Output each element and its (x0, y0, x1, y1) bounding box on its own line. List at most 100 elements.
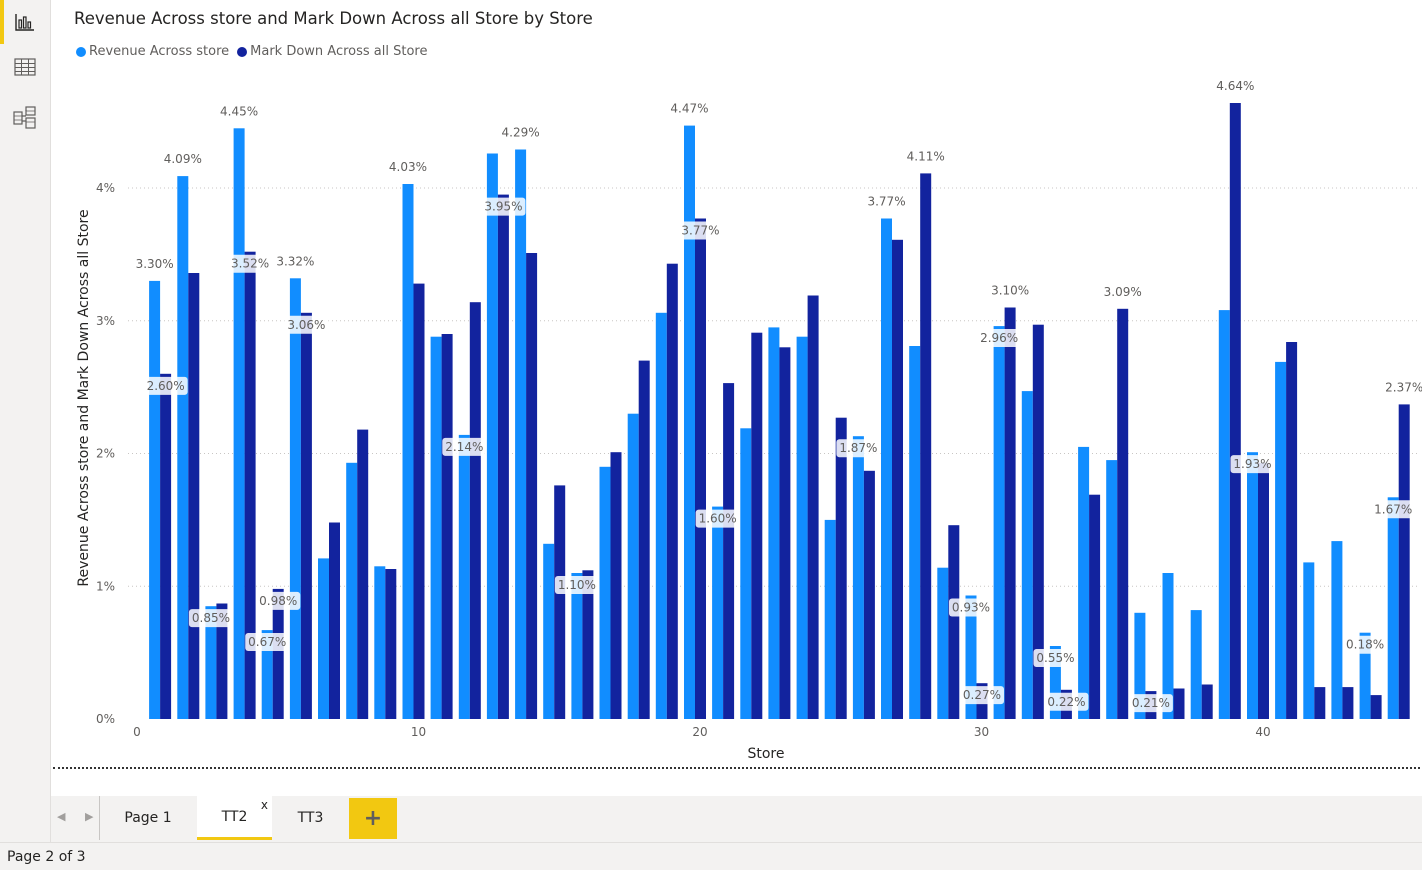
bar-revenue[interactable] (937, 567, 949, 719)
bar-markdown[interactable] (1398, 404, 1410, 719)
bar-revenue[interactable] (318, 558, 329, 719)
bar-revenue[interactable] (1247, 452, 1258, 719)
bar-markdown[interactable] (751, 332, 763, 719)
bar-revenue[interactable] (486, 153, 498, 720)
bar-revenue[interactable] (149, 280, 161, 719)
bar-markdown[interactable] (497, 194, 509, 720)
bar-markdown[interactable] (610, 452, 622, 719)
bar-revenue[interactable] (1303, 562, 1315, 719)
bar-markdown[interactable] (554, 485, 566, 719)
bar-markdown[interactable] (357, 429, 369, 719)
bar-revenue[interactable] (1049, 646, 1061, 719)
bar-revenue[interactable] (965, 595, 977, 720)
bar-revenue[interactable] (684, 125, 695, 720)
legend-item-revenue[interactable]: Revenue Across store (76, 44, 229, 59)
bar-revenue[interactable] (346, 462, 358, 719)
bar-markdown[interactable] (1004, 307, 1016, 720)
bar-revenue[interactable] (1134, 612, 1146, 719)
bar-revenue[interactable] (1106, 460, 1118, 719)
bar-revenue[interactable] (909, 346, 921, 719)
bar-revenue[interactable] (177, 176, 189, 720)
bar-revenue[interactable] (402, 184, 414, 719)
bar-revenue[interactable] (768, 327, 780, 719)
bar-revenue[interactable] (824, 519, 836, 719)
prev-page-arrow-icon[interactable]: ◀ (57, 810, 66, 823)
bar-revenue[interactable] (233, 128, 245, 720)
bar-revenue[interactable] (740, 428, 752, 719)
bar-revenue[interactable] (289, 278, 301, 719)
bar-markdown[interactable] (1229, 103, 1241, 719)
bar-markdown[interactable] (188, 273, 200, 719)
bar-markdown[interactable] (300, 312, 312, 719)
tab-tt2[interactable]: TT2 x (197, 796, 272, 840)
bar-revenue[interactable] (993, 326, 1005, 719)
bar-markdown[interactable] (469, 302, 481, 719)
bar-revenue[interactable] (627, 413, 639, 719)
bar-revenue[interactable] (571, 573, 583, 719)
bar-revenue[interactable] (1021, 391, 1033, 719)
bar-markdown[interactable] (1032, 324, 1044, 719)
bar-markdown[interactable] (216, 603, 228, 720)
bar-markdown[interactable] (695, 218, 706, 720)
bar-revenue[interactable] (655, 312, 667, 719)
bar-markdown[interactable] (582, 570, 594, 719)
bar-markdown[interactable] (1201, 684, 1213, 720)
bar-revenue[interactable] (599, 466, 611, 719)
bar-revenue[interactable] (1359, 632, 1371, 719)
data-view-button[interactable] (0, 45, 50, 89)
bar-markdown[interactable] (160, 373, 172, 719)
bar-markdown[interactable] (1286, 342, 1298, 719)
bar-markdown[interactable] (244, 251, 256, 719)
bar-markdown[interactable] (1314, 687, 1326, 719)
bar-revenue[interactable] (712, 506, 724, 719)
bar-revenue[interactable] (1275, 361, 1287, 719)
bar-revenue[interactable] (1331, 541, 1343, 719)
bar-markdown[interactable] (441, 334, 453, 719)
tab-page-1[interactable]: Page 1 (100, 796, 196, 840)
bar-revenue[interactable] (261, 630, 273, 719)
bar-markdown[interactable] (1370, 695, 1382, 719)
bar-revenue[interactable] (796, 336, 808, 719)
tab-tt3[interactable]: TT3 (273, 796, 348, 840)
legend-item-markdown[interactable]: Mark Down Across all Store (237, 44, 427, 59)
bar-markdown[interactable] (779, 347, 791, 719)
bar-markdown[interactable] (835, 417, 847, 719)
bar-revenue[interactable] (1190, 610, 1202, 719)
bar-revenue[interactable] (543, 543, 555, 719)
bar-markdown[interactable] (863, 470, 875, 719)
bar-markdown[interactable] (1117, 308, 1129, 719)
bar-revenue[interactable] (881, 218, 892, 720)
bar-revenue[interactable] (1218, 310, 1230, 719)
bar-markdown[interactable] (723, 383, 735, 719)
bar-markdown[interactable] (666, 263, 678, 719)
bar-revenue[interactable] (1078, 446, 1090, 719)
bar-markdown[interactable] (413, 283, 425, 719)
bar-markdown[interactable] (526, 253, 538, 719)
bar-revenue[interactable] (852, 436, 864, 719)
bar-markdown[interactable] (1342, 687, 1354, 719)
report-view-button[interactable] (0, 0, 50, 44)
bar-markdown[interactable] (329, 522, 340, 720)
bar-revenue[interactable] (1162, 573, 1174, 719)
bar-markdown[interactable] (1258, 462, 1269, 719)
add-page-button[interactable]: + (349, 798, 397, 839)
bar-markdown[interactable] (385, 569, 397, 719)
bar-revenue[interactable] (515, 149, 527, 720)
bar-markdown[interactable] (920, 173, 932, 719)
bar-markdown[interactable] (1089, 494, 1101, 719)
bar-markdown[interactable] (272, 588, 284, 719)
bar-revenue[interactable] (374, 566, 386, 719)
bar-revenue[interactable] (1387, 497, 1399, 719)
bar-markdown[interactable] (807, 295, 819, 720)
bar-revenue[interactable] (205, 606, 217, 719)
bar-markdown[interactable] (892, 239, 903, 720)
next-page-arrow-icon[interactable]: ▶ (85, 810, 94, 823)
close-icon[interactable]: x (260, 798, 268, 812)
bar-markdown[interactable] (1173, 688, 1185, 720)
bar-markdown[interactable] (638, 360, 650, 719)
bar-markdown[interactable] (948, 525, 960, 719)
bar-revenue[interactable] (458, 434, 470, 719)
bar-revenue[interactable] (430, 336, 442, 719)
data-label: 1.87% (839, 441, 877, 455)
model-view-button[interactable] (0, 96, 50, 140)
